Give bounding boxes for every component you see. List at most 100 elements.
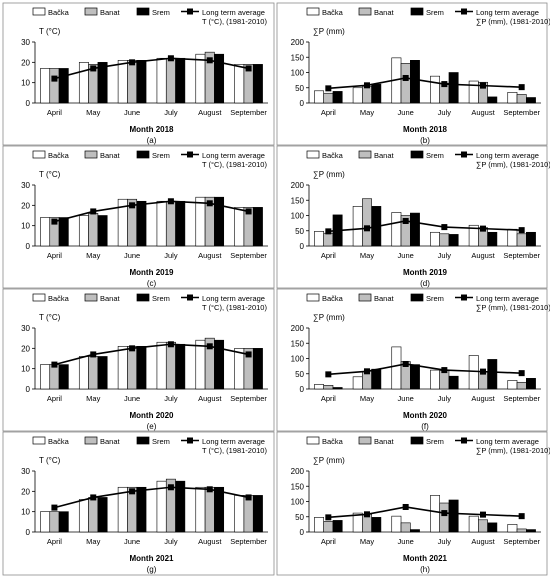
legend-line-marker [187, 294, 193, 301]
x-tick-label: April [47, 394, 62, 403]
legend-label: Srem [426, 151, 444, 160]
legend-label: Bačka [48, 8, 70, 17]
legend-swatch [358, 293, 372, 302]
y-tick-label: 50 [295, 370, 304, 379]
y-tick-label: 0 [300, 528, 305, 537]
x-tick-label: August [471, 537, 495, 546]
bar [243, 495, 254, 533]
y-axis-label: T (°C) [39, 313, 61, 322]
bar [362, 85, 372, 104]
bar [252, 207, 263, 247]
bar [58, 511, 69, 533]
legend-line-label: Long term average [476, 437, 539, 446]
legend-swatch [358, 150, 372, 159]
x-tick-label: April [47, 251, 62, 260]
bar [448, 234, 459, 247]
legend-line-label: Long term average [476, 151, 539, 160]
legend-swatch [84, 436, 98, 445]
average-marker [325, 85, 332, 92]
x-axis-label: Month 2018 [129, 125, 174, 134]
panel-caption: (a) [147, 136, 157, 145]
bar [195, 53, 206, 104]
legend-label: Bačka [48, 151, 70, 160]
bar [487, 359, 498, 390]
legend-label: Banat [100, 294, 121, 303]
bar [323, 521, 334, 533]
y-tick-label: 20 [21, 58, 30, 67]
legend-label: Banat [374, 437, 395, 446]
legend-line-label: Long term average [202, 151, 265, 160]
bar [352, 206, 363, 247]
bar [526, 231, 536, 247]
x-tick-label: June [398, 251, 414, 260]
y-tick-label: 30 [21, 467, 30, 476]
legend-swatch [136, 7, 150, 16]
y-tick-label: 0 [300, 242, 305, 251]
x-axis-label: Month 2019 [129, 268, 174, 277]
x-tick-label: May [86, 108, 100, 117]
bar [526, 529, 536, 533]
legend-line-label-2: ∑P (mm), (1981-2010) [476, 303, 550, 312]
legend-label: Srem [426, 437, 444, 446]
bar [97, 356, 108, 390]
bar [136, 200, 147, 247]
y-axis-label: T (°C) [39, 27, 61, 36]
legend-line-label-2: T (°C), (1981-2010) [202, 446, 267, 455]
bar [234, 64, 245, 104]
average-marker [441, 510, 448, 517]
y-axis-label: T (°C) [39, 170, 61, 179]
bar [117, 345, 128, 390]
average-marker [518, 513, 525, 520]
average-marker [245, 208, 252, 215]
legend-swatch [306, 436, 320, 445]
legend-swatch [84, 293, 98, 302]
average-marker [364, 225, 370, 232]
bar [516, 233, 527, 247]
average-marker [402, 217, 409, 224]
legend-line-label: Long term average [476, 8, 539, 17]
bar [175, 200, 186, 247]
legend-swatch [136, 436, 150, 445]
average-marker [90, 351, 97, 358]
average-marker [364, 82, 370, 89]
average-marker [51, 361, 58, 368]
average-marker [518, 370, 525, 377]
y-tick-label: 30 [21, 181, 30, 190]
y-axis-label: T (°C) [39, 456, 61, 465]
bar [78, 215, 89, 247]
bar [204, 486, 215, 533]
bar [214, 339, 225, 390]
legend-swatch [306, 7, 320, 16]
bar [40, 217, 51, 247]
bar [468, 355, 479, 390]
x-tick-label: May [360, 394, 374, 403]
legend-line-label: Long term average [476, 294, 539, 303]
average-marker [518, 227, 525, 234]
average-marker [402, 503, 409, 510]
average-marker [480, 225, 486, 232]
legend-line-marker [187, 8, 193, 15]
bar [448, 375, 459, 390]
x-tick-label: August [198, 251, 222, 260]
x-tick-label: July [438, 394, 452, 403]
legend-label: Bačka [322, 151, 344, 160]
y-axis-label: ∑P (mm) [313, 313, 345, 322]
legend-swatch [32, 7, 46, 16]
bar [156, 341, 167, 390]
x-tick-label: September [503, 251, 540, 260]
legend-label: Banat [100, 151, 121, 160]
bar [314, 231, 324, 247]
legend-swatch [410, 436, 424, 445]
bar [49, 511, 60, 533]
bar [314, 90, 324, 104]
legend-line-marker [461, 8, 467, 15]
bar [78, 499, 89, 533]
panel-border [276, 288, 548, 432]
x-tick-label: July [164, 537, 178, 546]
legend-label: Bačka [322, 437, 344, 446]
x-axis-label: Month 2020 [129, 411, 174, 420]
x-tick-label: April [321, 394, 336, 403]
y-tick-label: 150 [291, 482, 305, 491]
y-tick-label: 200 [291, 38, 305, 47]
